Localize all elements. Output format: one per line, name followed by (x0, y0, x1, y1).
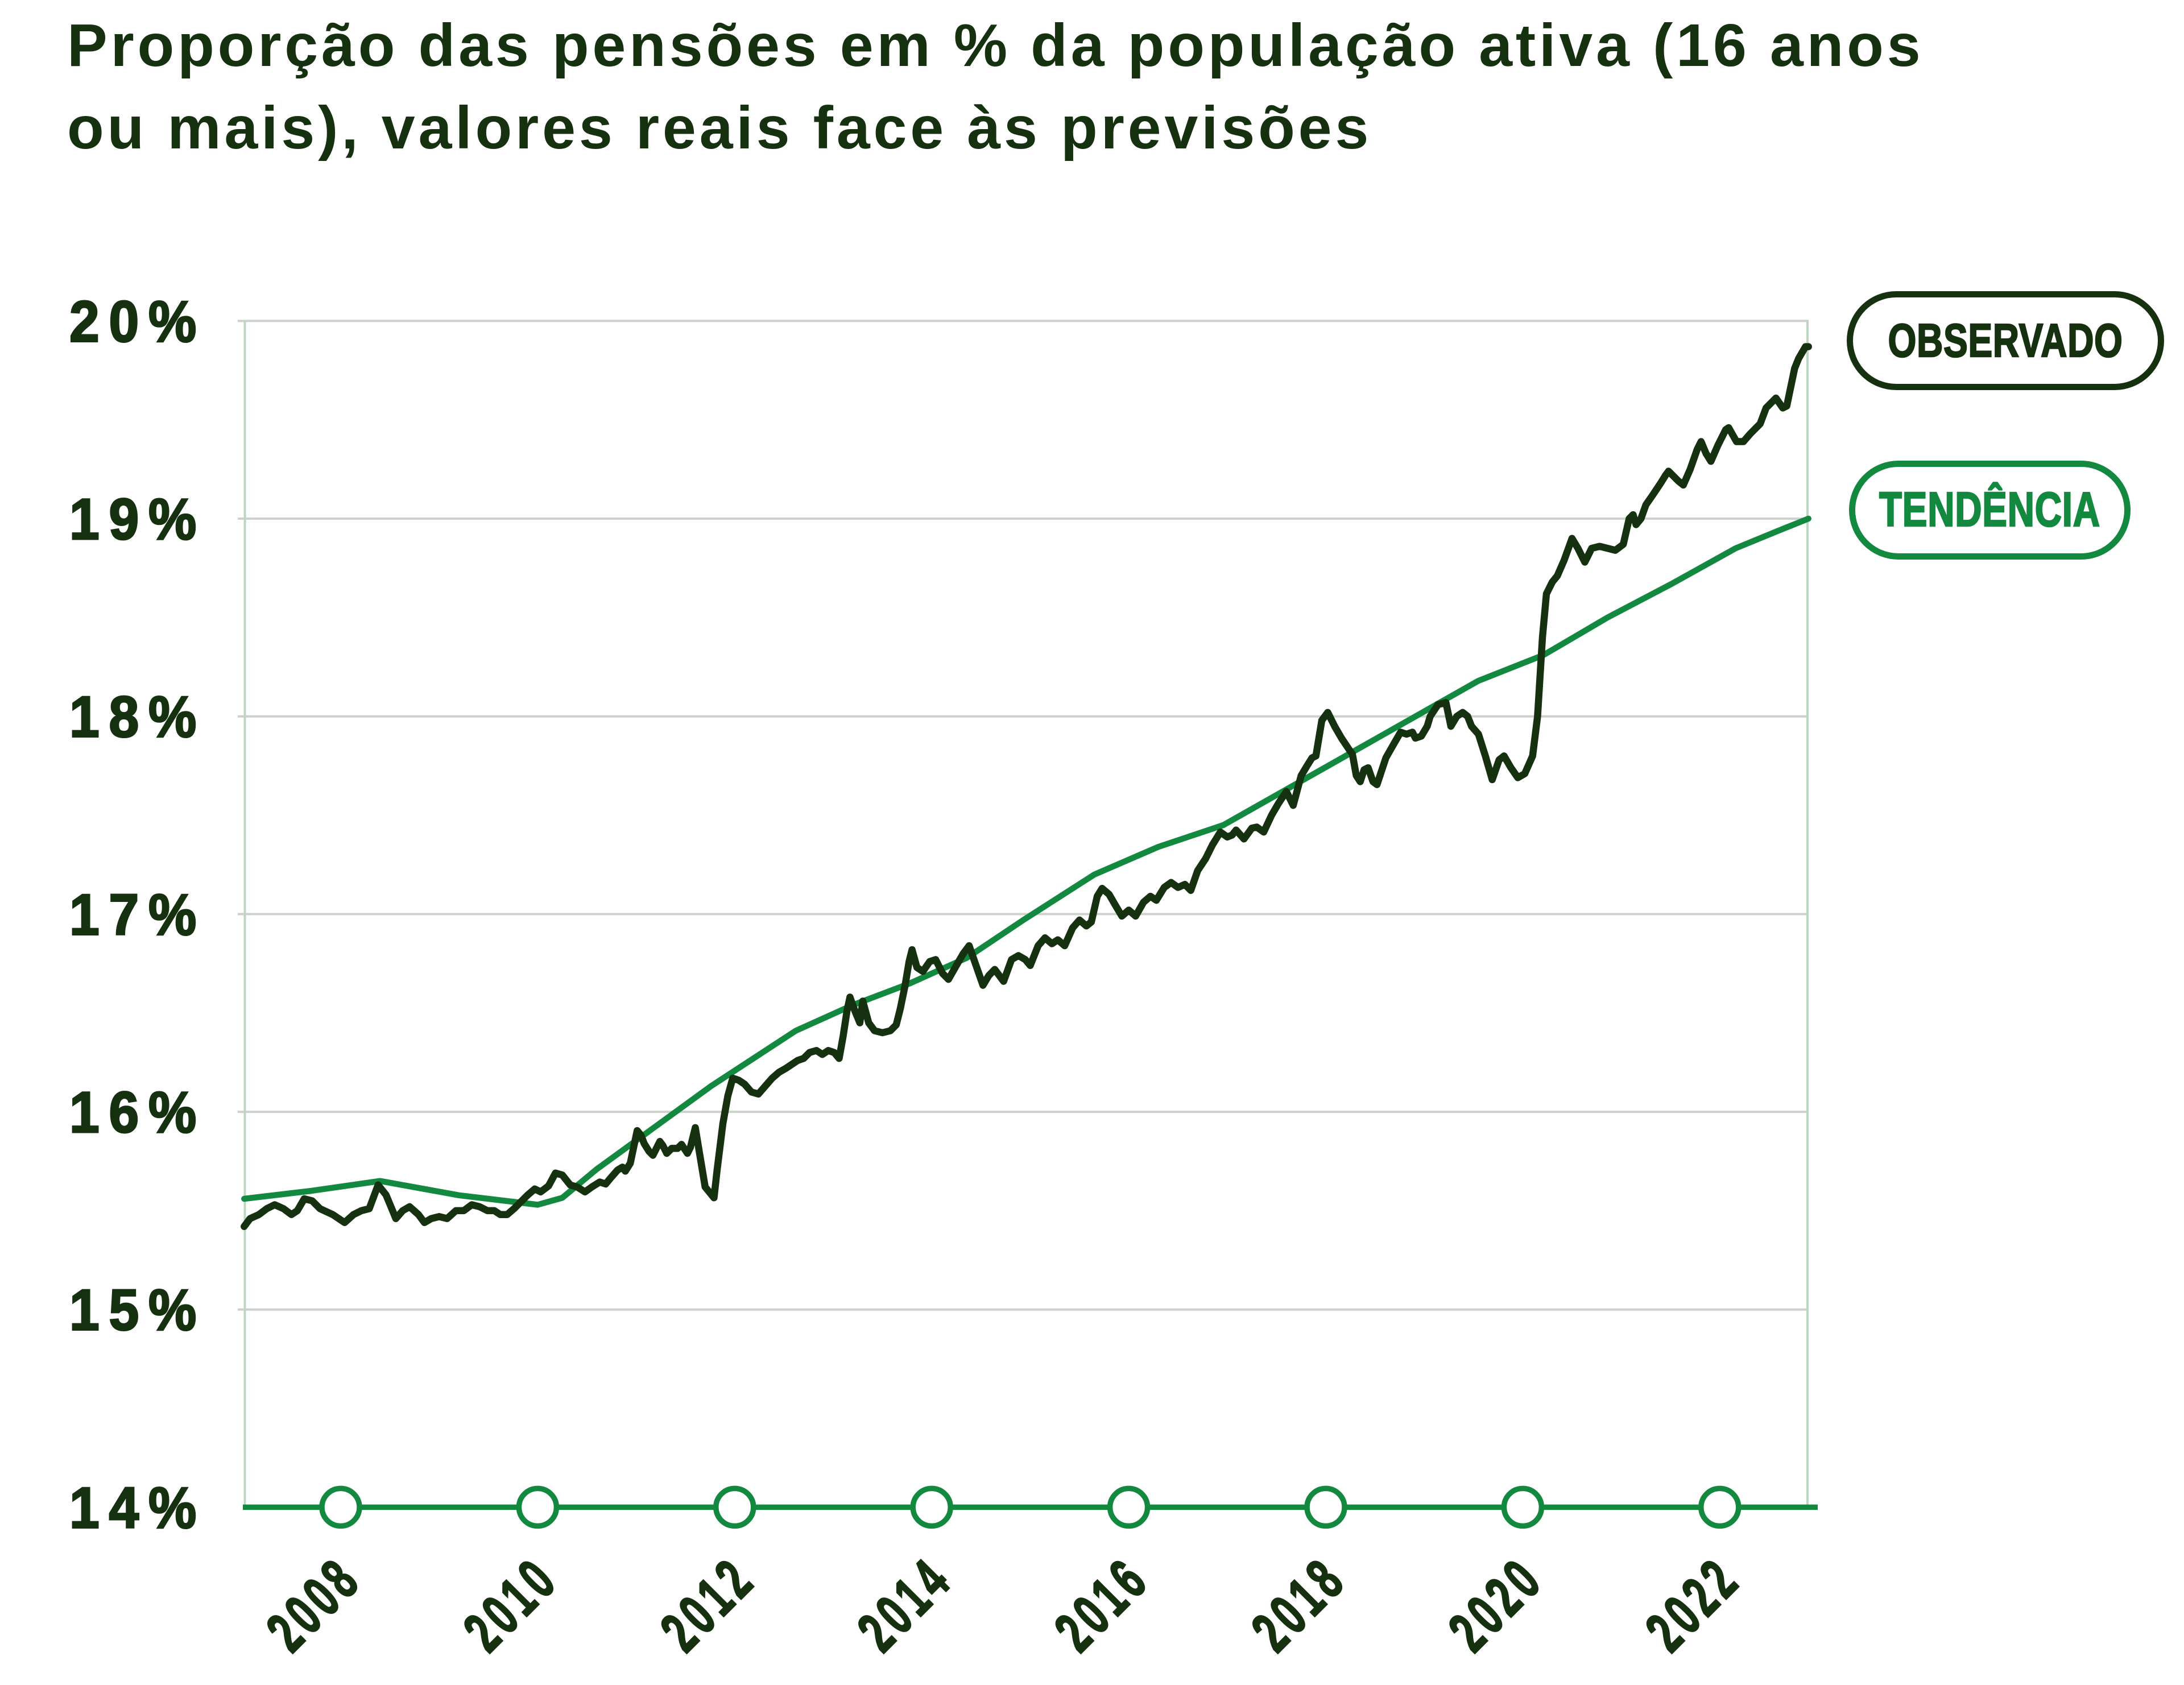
svg-text:2016: 2016 (1043, 1545, 1161, 1663)
svg-text:2022: 2022 (1633, 1545, 1752, 1663)
svg-text:20%: 20% (69, 289, 206, 354)
svg-text:17%: 17% (69, 882, 206, 947)
svg-text:2014: 2014 (846, 1545, 964, 1663)
svg-text:2020: 2020 (1437, 1545, 1555, 1663)
svg-text:2008: 2008 (255, 1545, 373, 1663)
svg-text:19%: 19% (69, 487, 206, 552)
svg-text:18%: 18% (69, 685, 206, 750)
svg-text:16%: 16% (69, 1080, 206, 1145)
svg-text:15%: 15% (69, 1278, 206, 1343)
svg-text:2018: 2018 (1240, 1545, 1358, 1663)
svg-text:2012: 2012 (648, 1545, 767, 1663)
svg-text:2010: 2010 (452, 1545, 570, 1663)
svg-text:14%: 14% (69, 1475, 206, 1540)
